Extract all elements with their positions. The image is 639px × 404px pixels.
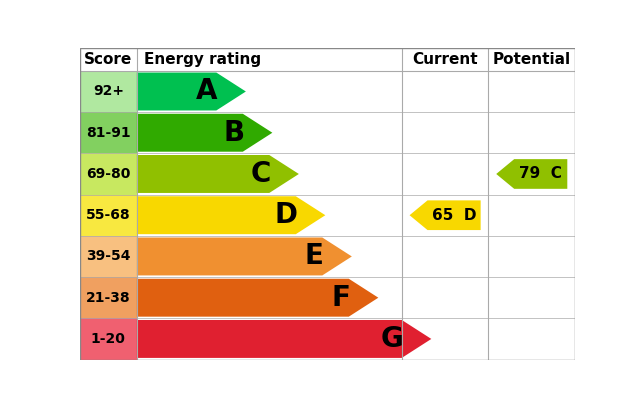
Text: Current: Current [412, 52, 478, 67]
Text: 21-38: 21-38 [86, 291, 130, 305]
Text: 55-68: 55-68 [86, 208, 130, 222]
Bar [80, 195, 137, 236]
Polygon shape [137, 238, 352, 276]
Polygon shape [410, 200, 481, 230]
Bar [80, 236, 137, 277]
Bar [137, 112, 402, 154]
Bar [80, 112, 137, 154]
Text: B: B [223, 119, 244, 147]
Polygon shape [137, 114, 272, 152]
Text: F: F [332, 284, 350, 312]
Bar [137, 154, 402, 195]
Text: G: G [380, 325, 403, 353]
Text: Score: Score [84, 52, 132, 67]
Bar [137, 277, 402, 318]
Polygon shape [137, 196, 325, 234]
Text: 39-54: 39-54 [86, 249, 130, 263]
Polygon shape [137, 320, 431, 358]
Polygon shape [497, 159, 567, 189]
Text: E: E [305, 242, 324, 270]
Text: 81-91: 81-91 [86, 126, 130, 140]
Text: 92+: 92+ [93, 84, 124, 99]
Text: 69-80: 69-80 [86, 167, 130, 181]
Text: C: C [250, 160, 271, 188]
Bar [137, 71, 402, 112]
Polygon shape [137, 279, 378, 317]
Polygon shape [137, 155, 299, 193]
Text: Energy rating: Energy rating [144, 52, 261, 67]
Bar [137, 195, 402, 236]
Bar [137, 236, 402, 277]
Text: A: A [196, 78, 218, 105]
Bar [80, 71, 137, 112]
Polygon shape [137, 73, 246, 110]
Text: 1-20: 1-20 [91, 332, 126, 346]
Text: 65  D: 65 D [432, 208, 476, 223]
Text: 79  C: 79 C [520, 166, 562, 181]
Bar [137, 318, 402, 360]
Bar [80, 318, 137, 360]
Text: Potential: Potential [493, 52, 571, 67]
Text: D: D [274, 201, 297, 229]
Bar [80, 277, 137, 318]
Bar [80, 154, 137, 195]
